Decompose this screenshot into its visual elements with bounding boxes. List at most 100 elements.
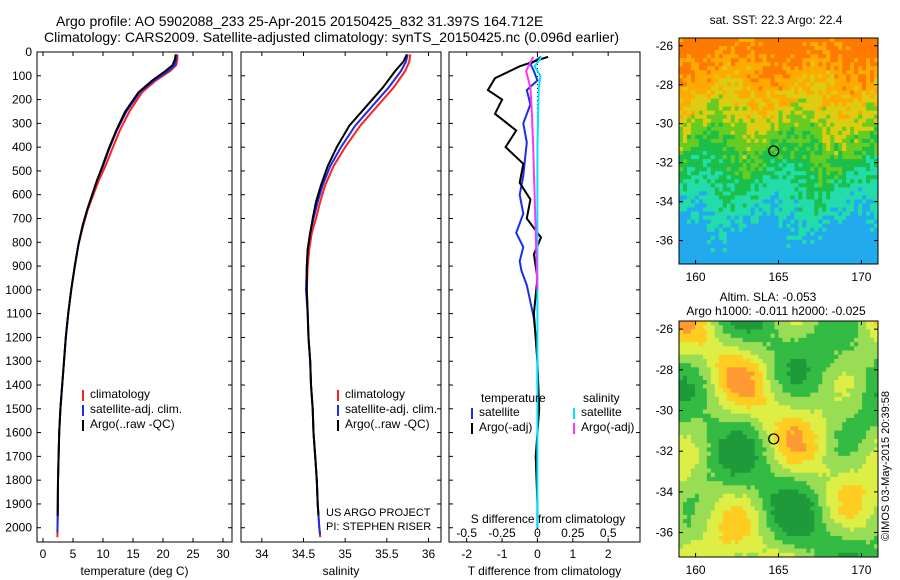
map-cell (679, 70, 684, 75)
map-cell (786, 138, 791, 144)
map-cell (746, 54, 752, 59)
map-field-sst (679, 38, 879, 265)
map-cell (726, 396, 732, 402)
map-cell (786, 363, 791, 368)
map-cell (682, 167, 688, 172)
map-cell (686, 354, 692, 360)
map-cell (798, 151, 803, 156)
map-cell (818, 138, 823, 144)
map-cell (870, 443, 875, 448)
map-cell (850, 460, 855, 465)
map-cell (738, 455, 744, 461)
map-cell (742, 46, 748, 51)
map-cell (758, 118, 764, 124)
map-cell (790, 468, 795, 474)
map-cell (746, 62, 752, 67)
map-cell (698, 146, 704, 152)
map-cell (690, 227, 696, 233)
map-cell (766, 405, 772, 410)
map-cell (782, 388, 787, 394)
map-cell (726, 90, 732, 95)
map-cell (774, 114, 779, 120)
map-cell (686, 38, 692, 43)
map-cell (858, 329, 863, 335)
map-cell (734, 50, 740, 55)
map-cell (870, 439, 875, 444)
map-cell (738, 122, 744, 128)
map-cell (858, 439, 863, 444)
map-cell (734, 451, 740, 457)
map-cell (734, 106, 740, 112)
map-cell (826, 66, 831, 71)
map-cell (746, 146, 752, 152)
map-cell (682, 333, 688, 339)
map-cell (810, 46, 815, 51)
map-cell (714, 38, 720, 43)
map-cell (694, 413, 700, 419)
map-cell (722, 130, 728, 136)
map-cell (754, 195, 760, 200)
map-cell (830, 70, 835, 75)
map-cell (686, 207, 692, 213)
map-cell (686, 259, 692, 265)
map-cell (866, 50, 871, 55)
map-cell (874, 58, 879, 63)
map-cell (734, 455, 740, 461)
map-cell (822, 110, 827, 116)
map-cell (690, 405, 696, 410)
map-cell (754, 342, 760, 347)
map-cell (734, 251, 740, 257)
map-cell (758, 239, 764, 245)
map-cell (766, 333, 772, 339)
map-cell (826, 255, 831, 261)
map-cell (854, 333, 859, 339)
map-cell (870, 203, 875, 208)
map-cell (850, 476, 855, 482)
map-cell (679, 451, 684, 457)
map-cell (798, 350, 803, 356)
map-cell (710, 179, 716, 184)
map-cell (679, 227, 684, 233)
map-cell (706, 346, 712, 351)
map-cell (762, 350, 768, 356)
map-cell (830, 337, 835, 343)
map-cell (682, 46, 688, 51)
map-cell (714, 251, 720, 257)
map-cell (870, 401, 875, 406)
map-cell (742, 380, 748, 385)
map-cell (766, 215, 772, 221)
series-line-salinity-satellite (533, 56, 543, 528)
map-cell (806, 239, 811, 245)
map-cell (714, 215, 720, 221)
map-cell (786, 195, 791, 200)
map-cell (778, 325, 783, 330)
map-cell (774, 106, 779, 112)
map-cell (818, 94, 823, 100)
map-cell (730, 255, 736, 261)
map-cell (790, 325, 795, 330)
map-cell (710, 371, 716, 377)
map-cell (874, 86, 879, 91)
map-cell (738, 247, 744, 253)
map-cell (810, 375, 815, 381)
map-cell (742, 358, 748, 364)
map-cell (750, 82, 756, 87)
map-cell (766, 134, 772, 140)
map-cell (782, 155, 787, 160)
map-cell (730, 62, 736, 67)
map-cell (774, 86, 779, 91)
map-cell (702, 251, 708, 257)
map-cell (766, 422, 772, 427)
map-cell (818, 396, 823, 402)
map-cell (810, 255, 815, 261)
map-cell (766, 430, 772, 436)
map-cell (790, 58, 795, 63)
map-cell (790, 447, 795, 453)
map-cell (854, 430, 859, 436)
map-cell (798, 405, 803, 410)
map-cell (790, 346, 795, 351)
map-cell (738, 333, 744, 339)
map-cell (774, 235, 779, 241)
map-cell (810, 114, 815, 120)
map-cell (798, 388, 803, 394)
